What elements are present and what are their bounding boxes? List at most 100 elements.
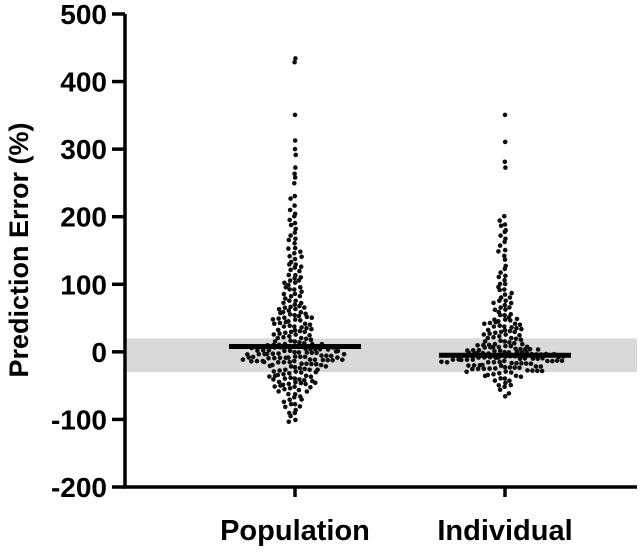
data-point [297, 377, 302, 382]
data-point [518, 374, 524, 380]
data-point [508, 300, 514, 306]
data-point [497, 371, 502, 376]
data-point [296, 350, 302, 355]
data-point [512, 329, 517, 335]
data-point [298, 310, 304, 315]
data-point [492, 348, 497, 354]
data-point [283, 355, 289, 361]
data-point [498, 338, 503, 344]
data-point [277, 331, 282, 336]
data-point [304, 350, 310, 355]
data-point [297, 365, 303, 371]
data-point [293, 417, 298, 423]
data-point [261, 359, 267, 365]
data-point [292, 230, 298, 235]
data-point [497, 323, 503, 329]
data-point [497, 334, 502, 339]
y-tick-label: -200 [51, 472, 107, 503]
data-point [288, 338, 293, 344]
data-point [502, 339, 508, 344]
data-point [308, 337, 314, 343]
data-point [288, 233, 293, 238]
data-point [502, 266, 508, 272]
data-point [514, 360, 519, 366]
data-point [482, 373, 488, 379]
data-point [296, 313, 302, 319]
data-point [482, 339, 488, 344]
data-point [292, 112, 298, 118]
data-point [287, 278, 293, 283]
data-point [297, 303, 302, 309]
data-point [514, 316, 520, 322]
data-point [267, 363, 273, 369]
data-point [487, 366, 492, 371]
data-point [281, 371, 286, 377]
data-point [271, 369, 277, 374]
data-point [481, 332, 487, 337]
data-point [498, 270, 503, 275]
data-point [302, 377, 307, 383]
data-point [512, 321, 518, 327]
data-point [497, 298, 502, 304]
data-point [506, 391, 512, 396]
data-point [498, 223, 504, 228]
data-point [502, 302, 508, 308]
data-point [276, 307, 282, 312]
data-point [292, 358, 297, 364]
data-point [550, 358, 555, 364]
data-point [491, 359, 497, 365]
data-point [492, 378, 498, 383]
data-point [497, 348, 503, 354]
data-point [502, 327, 508, 333]
data-point [287, 359, 293, 365]
data-point [287, 262, 292, 267]
data-point [286, 391, 291, 397]
data-point [519, 326, 524, 332]
data-point [272, 384, 278, 389]
data-point [304, 389, 310, 394]
data-point [281, 324, 287, 329]
data-point [509, 325, 514, 330]
data-point [286, 237, 292, 243]
data-point [444, 360, 450, 365]
data-point [297, 328, 303, 334]
data-point [471, 363, 477, 368]
data-point [513, 336, 519, 342]
data-point [502, 213, 507, 219]
data-point [503, 343, 508, 349]
data-point [297, 340, 302, 345]
data-point [292, 59, 297, 65]
data-point [507, 365, 513, 370]
data-point [292, 354, 298, 359]
data-point [286, 381, 292, 387]
data-point [272, 321, 277, 327]
data-point [318, 362, 324, 368]
data-point [302, 366, 308, 372]
data-point [477, 362, 483, 368]
data-point [293, 380, 298, 385]
data-point [277, 368, 282, 373]
data-point [502, 239, 507, 245]
data-point [297, 404, 303, 409]
data-point [292, 213, 297, 219]
data-point [514, 325, 519, 331]
data-point [450, 357, 456, 362]
data-point [266, 347, 272, 353]
data-point [278, 310, 283, 316]
data-point [283, 284, 289, 290]
data-point [496, 344, 502, 350]
data-point [292, 302, 298, 307]
data-point [517, 322, 523, 328]
data-point [297, 268, 302, 274]
data-point [292, 193, 298, 199]
data-point [286, 419, 292, 425]
data-point [292, 203, 297, 208]
data-point [297, 293, 303, 299]
data-point [309, 326, 314, 332]
data-point [535, 347, 541, 352]
data-point [538, 364, 544, 369]
data-point [502, 292, 508, 297]
data-point [502, 247, 508, 253]
data-point [292, 324, 297, 329]
